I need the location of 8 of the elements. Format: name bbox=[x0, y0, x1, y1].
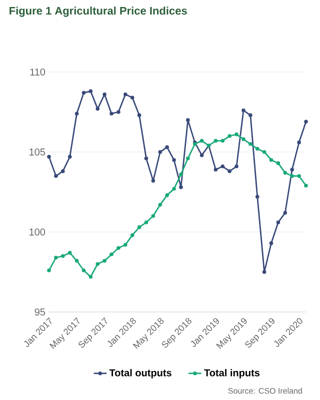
y-tick-label: 110 bbox=[30, 68, 46, 76]
y-tick-label: 95 bbox=[34, 308, 46, 316]
legend-label: Total inputs bbox=[204, 368, 260, 378]
chart-title: Figure 1 Agricultural Price Indices bbox=[10, 6, 187, 17]
source-note: Source: CSO Ireland bbox=[228, 388, 302, 394]
y-tick-label: 100 bbox=[30, 228, 46, 236]
legend-label: Total outputs bbox=[109, 368, 172, 378]
y-tick-label: 105 bbox=[30, 148, 46, 156]
